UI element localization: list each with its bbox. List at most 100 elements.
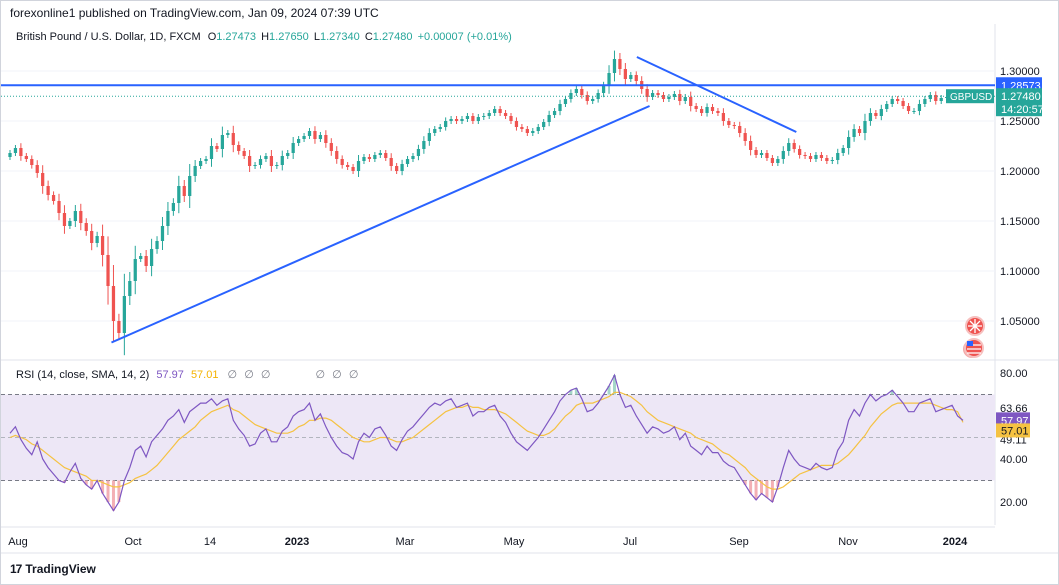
candle-body [444, 121, 448, 127]
candle-body [35, 165, 39, 173]
candle-body [661, 95, 666, 99]
candle-body [808, 156, 813, 159]
candle-body [825, 158, 829, 161]
rsi-pane [1, 373, 995, 512]
candle-body [51, 195, 56, 201]
candle-body [754, 150, 758, 155]
candle-body [144, 256, 148, 266]
price-badge [996, 88, 1042, 117]
candle-body [395, 166, 399, 171]
candle-body [95, 236, 99, 243]
candle-body [934, 95, 938, 101]
candle-body [699, 109, 704, 113]
candle-body [454, 119, 459, 121]
candle-body [139, 256, 143, 259]
empty-value-glyph: ∅ [348, 369, 359, 381]
candle-body [923, 99, 927, 104]
candle-body [313, 131, 317, 139]
candle-body [41, 173, 45, 186]
candle-body [743, 133, 747, 141]
candle-body [493, 109, 497, 113]
candle-body [367, 157, 372, 159]
rsi-sma-value: 57.01 [190, 369, 219, 381]
candle-body [574, 89, 578, 93]
candle-body [939, 98, 943, 101]
candle-body [716, 111, 720, 113]
candle-body [509, 116, 513, 121]
candle-body [242, 151, 246, 156]
time-tick-label: Mar [396, 536, 415, 548]
candle-body [280, 156, 284, 165]
candle-body [351, 167, 355, 171]
rsi-tick-label: 80.00 [1000, 368, 1028, 380]
candle-body [525, 129, 529, 133]
time-axis[interactable]: Aug Oct 14 2023 Mar May Jul Sep Nov 2024 [8, 536, 968, 548]
candle-body [79, 211, 83, 223]
candle-body [438, 127, 442, 129]
candle-body [710, 107, 715, 111]
price-axis[interactable]: 1.30000 1.25000 1.20000 1.15000 1.10000 1.050… [946, 66, 1044, 328]
candle-body [291, 143, 295, 153]
candle-body [798, 149, 802, 155]
candle-body [128, 281, 132, 296]
candle-body [683, 97, 687, 101]
candle-body [106, 255, 110, 286]
candle-body [302, 136, 306, 139]
time-tick-label: Aug [8, 536, 28, 548]
rsi-legend[interactable]: RSI (14, close, SMA, 14, 2) 57.97 57.01 … [16, 368, 358, 381]
candle-body [580, 89, 584, 95]
candle-body [781, 151, 785, 159]
candle-body [847, 137, 851, 148]
candle-body [678, 94, 682, 101]
candle-body [612, 59, 617, 73]
candle-body [231, 133, 235, 145]
symbol-legend[interactable]: British Pound / U.S. Dollar, 1D, FXCM O1… [16, 31, 512, 43]
candle-body [645, 89, 649, 97]
candle-body [689, 97, 693, 106]
candle-body [73, 211, 77, 221]
candle-body [149, 249, 154, 266]
candle-body [885, 104, 889, 109]
candle-body [90, 231, 94, 243]
candle-body [814, 155, 818, 159]
change-value: +0.00007 (+0.01%) [417, 31, 512, 43]
rsi-sma-badge [996, 423, 1030, 438]
tradingview-logo-icon: 17 [10, 562, 22, 576]
us-flag-icon[interactable] [963, 338, 984, 358]
candle-body [536, 127, 540, 131]
candle-body [171, 203, 175, 211]
trendline [636, 56, 797, 133]
candle-body [803, 155, 807, 156]
candle-body [100, 236, 105, 255]
price-tick-label: 1.10000 [1000, 266, 1040, 278]
candle-body [264, 156, 268, 159]
candle-body [836, 153, 840, 160]
candle-body [852, 129, 856, 137]
countdown-label: 14:20:57 [1001, 104, 1044, 116]
candle-body [830, 160, 834, 161]
price-tick-label: 1.30000 [1000, 66, 1040, 78]
time-tick-label: 2024 [943, 536, 968, 548]
candle-body [122, 296, 126, 333]
candle-body [917, 104, 922, 111]
candle-body [405, 159, 410, 164]
candle-body [542, 122, 546, 127]
candle-body [656, 93, 660, 95]
price-tick-label: 1.25000 [1000, 116, 1040, 128]
candle-body [182, 186, 186, 196]
candle-body [890, 99, 894, 104]
tradingview-footer[interactable]: 17 TradingView [10, 562, 96, 576]
candle-body [209, 146, 214, 159]
candle-body [868, 113, 873, 121]
candle-body [193, 166, 197, 176]
time-tick-label: Nov [838, 536, 858, 548]
candle-body [623, 69, 627, 79]
candle-body [732, 125, 736, 126]
uk-flag-icon[interactable] [965, 316, 985, 336]
candle-body [324, 135, 328, 143]
candle-body [558, 104, 562, 111]
candle-body [694, 106, 698, 109]
